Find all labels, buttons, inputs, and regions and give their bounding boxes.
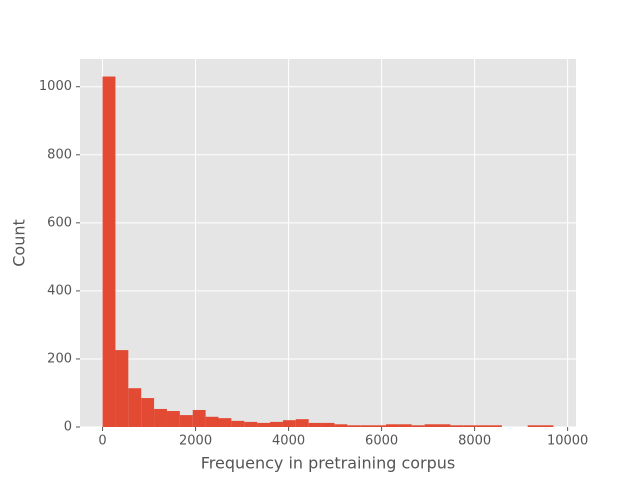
- y-tick-label: 200: [47, 351, 72, 366]
- bar: [270, 421, 283, 427]
- bar: [282, 420, 296, 427]
- x-tick-label: 10000: [547, 434, 588, 449]
- y-tick-label: 800: [47, 147, 72, 162]
- bar: [295, 419, 309, 427]
- bar: [476, 425, 490, 427]
- x-tick-label: 4000: [272, 434, 305, 449]
- bar: [489, 425, 502, 427]
- bar: [540, 425, 554, 427]
- bar: [257, 422, 271, 427]
- x-tick-label: 8000: [458, 434, 491, 449]
- bar: [308, 422, 322, 427]
- bar: [166, 411, 180, 427]
- bar: [385, 424, 399, 427]
- bar: [154, 408, 167, 427]
- x-tick-label: 6000: [365, 434, 398, 449]
- y-tick-label: 400: [47, 283, 72, 298]
- bar: [205, 416, 219, 427]
- y-axis-label: Count: [10, 219, 29, 267]
- x-tick-label: 0: [98, 434, 106, 449]
- bar: [102, 76, 116, 428]
- y-tick-label: 1000: [39, 79, 72, 94]
- bar: [437, 424, 451, 427]
- bar: [179, 415, 193, 427]
- y-tick-label: 0: [64, 420, 72, 435]
- bar: [527, 425, 541, 427]
- bar: [334, 424, 348, 427]
- x-axis-label: Frequency in pretraining corpus: [201, 454, 456, 473]
- bar: [360, 425, 374, 427]
- bar: [141, 398, 155, 427]
- bar: [218, 418, 232, 427]
- bar: [128, 388, 142, 427]
- bar: [450, 425, 464, 427]
- plot-area: [80, 59, 576, 427]
- bar: [231, 420, 245, 427]
- bar: [463, 425, 477, 427]
- bar: [192, 409, 206, 427]
- bar: [373, 425, 386, 427]
- x-tick-label: 2000: [179, 434, 212, 449]
- bar: [424, 424, 438, 427]
- bar: [244, 421, 258, 427]
- bar: [321, 422, 335, 427]
- bar: [347, 425, 361, 427]
- bar: [398, 424, 412, 427]
- bar: [115, 350, 129, 427]
- y-tick-label: 600: [47, 215, 72, 230]
- bar: [411, 425, 425, 427]
